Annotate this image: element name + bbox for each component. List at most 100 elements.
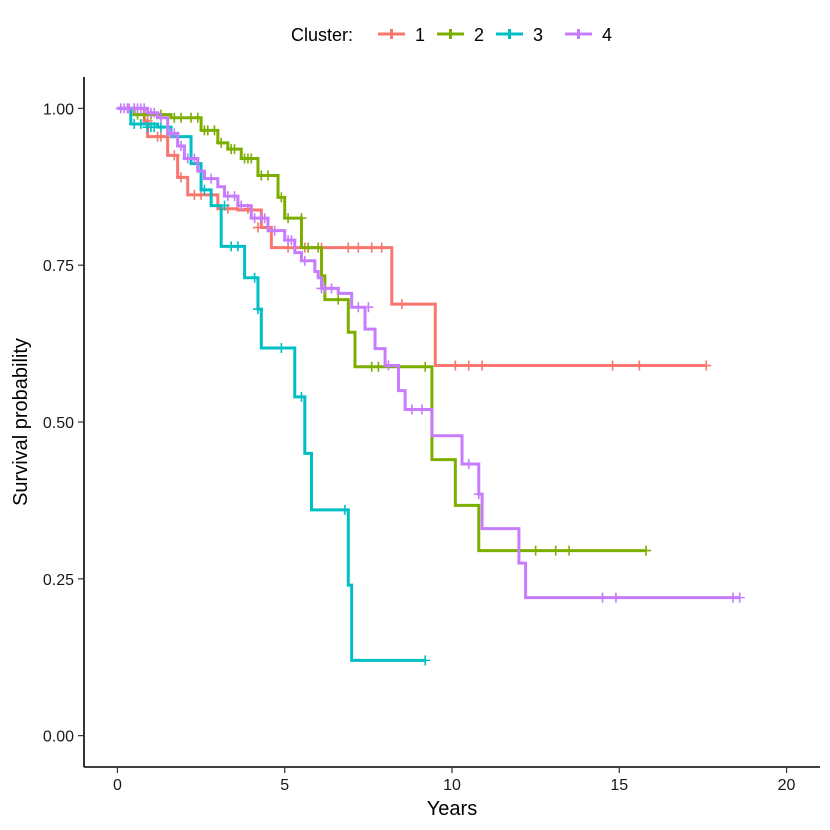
y-tick-label: 0.50 — [43, 415, 74, 432]
legend-label: 4 — [602, 25, 612, 45]
censor-mark — [189, 153, 200, 164]
x-ticks: 0 5 10 15 20 — [113, 767, 796, 794]
censor-mark — [353, 242, 364, 253]
y-ticks: 0.00 0.25 0.50 0.75 1.00 — [43, 101, 84, 746]
y-tick-label: 1.00 — [43, 101, 74, 118]
censor-mark — [286, 235, 297, 246]
legend-key — [496, 29, 523, 39]
censor-mark — [463, 360, 474, 371]
censor-mark — [420, 655, 431, 666]
plot-series — [115, 103, 745, 666]
censor-mark — [477, 360, 488, 371]
y-tick-label: 0.75 — [43, 258, 74, 275]
legend-item-2: 2 — [437, 25, 484, 45]
censor-mark — [229, 144, 240, 155]
censor-mark — [634, 360, 645, 371]
legend-key — [378, 29, 405, 39]
legend-key — [565, 29, 592, 39]
series-2 — [117, 106, 652, 556]
survival-step-line — [117, 106, 647, 553]
censor-mark — [176, 172, 187, 183]
censor-mark — [343, 242, 354, 253]
censor-mark — [229, 191, 240, 202]
censor-mark — [416, 404, 427, 415]
censor-mark — [296, 213, 307, 224]
x-tick-label: 0 — [113, 777, 122, 794]
censor-mark — [139, 103, 150, 114]
censor-mark — [192, 112, 203, 123]
censor-mark — [169, 128, 180, 139]
censor-mark — [216, 137, 227, 148]
series-4 — [115, 103, 745, 603]
censor-mark — [450, 360, 461, 371]
survival-step-line — [117, 106, 707, 368]
censor-mark — [252, 304, 263, 315]
censor-mark — [263, 170, 273, 181]
censor-mark — [550, 545, 561, 556]
censor-mark — [135, 119, 146, 130]
series-1 — [117, 103, 712, 371]
censor-mark — [155, 131, 166, 142]
legend-label: 1 — [415, 25, 425, 45]
censor-mark — [276, 342, 287, 353]
censor-mark — [473, 489, 484, 500]
censor-mark — [420, 361, 431, 372]
censor-mark — [283, 213, 294, 224]
legend-label: 3 — [533, 25, 543, 45]
censor-mark — [607, 360, 618, 371]
censor-mark — [597, 592, 608, 603]
censor-mark — [176, 141, 187, 151]
censor-mark — [396, 299, 407, 310]
x-tick-label: 10 — [443, 777, 461, 794]
censor-mark — [169, 150, 180, 161]
legend-key — [437, 29, 464, 39]
x-tick-label: 15 — [610, 777, 628, 794]
censor-mark — [252, 222, 263, 233]
censor-mark — [641, 545, 652, 556]
censor-mark — [326, 283, 337, 294]
censor-mark — [564, 545, 575, 556]
censor-mark — [373, 361, 384, 372]
censor-mark — [176, 112, 187, 123]
censor-mark — [149, 107, 160, 118]
censor-mark — [236, 200, 247, 211]
censor-mark — [232, 241, 243, 252]
censor-mark — [299, 255, 310, 266]
censor-mark — [209, 125, 220, 136]
censor-mark — [249, 272, 260, 283]
series-3 — [117, 106, 431, 666]
censor-mark — [296, 391, 307, 402]
legend-items: 1 2 3 4 — [378, 25, 612, 45]
censor-mark — [406, 404, 417, 415]
censor-mark — [199, 184, 210, 195]
censor-mark — [269, 225, 280, 236]
censor-mark — [376, 242, 387, 253]
y-axis-title: Survival probability — [10, 338, 32, 506]
legend-label: 2 — [474, 25, 484, 45]
censor-mark — [610, 592, 621, 603]
legend: Cluster: 1 2 3 4 — [291, 25, 612, 45]
censor-mark — [196, 189, 207, 200]
legend-item-1: 1 — [378, 25, 425, 45]
censor-mark — [734, 592, 745, 603]
censor-mark — [276, 192, 287, 203]
x-tick-label: 5 — [280, 777, 289, 794]
x-tick-label: 20 — [778, 777, 796, 794]
y-tick-label: 0.25 — [43, 572, 74, 589]
censor-mark — [246, 153, 257, 164]
censor-mark — [313, 242, 324, 253]
censor-mark — [219, 200, 230, 211]
censor-mark — [259, 213, 270, 224]
legend-title: Cluster: — [291, 25, 353, 45]
legend-item-4: 4 — [565, 25, 612, 45]
axes: 0 5 10 15 20 0.00 0.25 0.50 0.75 1.00 — [43, 77, 820, 794]
censor-mark — [463, 459, 474, 470]
survival-step-line — [117, 106, 426, 662]
censor-mark — [206, 173, 217, 184]
censor-mark — [383, 360, 394, 371]
censor-mark — [701, 360, 712, 371]
censor-mark — [366, 242, 377, 253]
censor-mark — [155, 112, 166, 123]
x-axis-title: Years — [427, 798, 477, 820]
